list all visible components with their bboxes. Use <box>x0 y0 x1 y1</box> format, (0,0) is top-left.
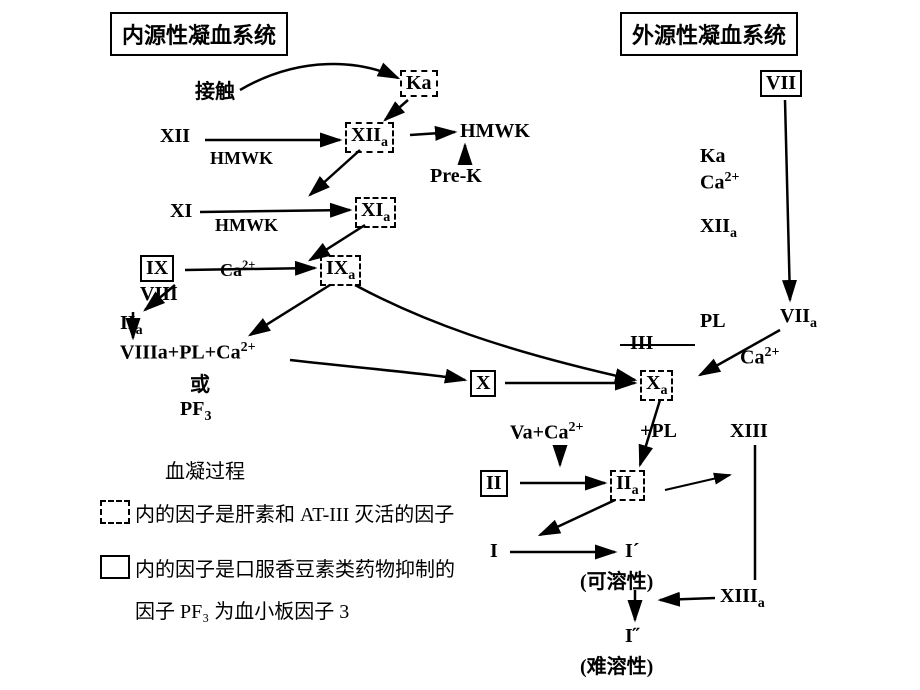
label-ka-ext: Ka <box>700 145 726 168</box>
text-ii: II <box>486 472 502 494</box>
label-viia: VIIa <box>780 305 817 332</box>
label-iii: III <box>630 332 653 355</box>
label-xiii: XIII <box>730 420 768 443</box>
label-idprime: I˝ <box>625 625 639 648</box>
label-xii: XII <box>160 125 190 148</box>
title-intrinsic: 内源性凝血系统 <box>110 12 288 56</box>
label-hmwk-2: HMWK <box>460 120 530 143</box>
box-ix: IX <box>140 255 174 282</box>
box-xa: Xa <box>640 370 673 401</box>
label-i: I <box>490 540 498 563</box>
label-pluspl: +PL <box>640 420 677 443</box>
label-xi: XI <box>170 200 192 223</box>
box-iia: IIa <box>610 470 645 501</box>
legend-solid-text: 内的因子是口服香豆素类药物抑制的 <box>135 553 455 582</box>
box-ii: II <box>480 470 508 497</box>
label-hmwk-3: HMWK <box>215 215 278 236</box>
label-viii: VIII <box>140 283 178 306</box>
text-ix: IX <box>146 257 168 279</box>
diagram-canvas: 内源性凝血系统 外源性凝血系统 接触 Ka XII HMWK XIIa HMWK… <box>0 0 920 690</box>
box-xia: XIa <box>355 197 396 228</box>
text-xa: X <box>646 372 660 394</box>
label-pf3: PF3 <box>180 398 211 425</box>
label-prek: Pre-K <box>430 165 482 188</box>
legend-process: 血凝过程 <box>165 455 245 484</box>
label-ca2-ext: Ca2+ <box>700 170 739 195</box>
text-iia: II <box>616 472 632 494</box>
label-ca2-2: Ca2+ <box>740 345 779 370</box>
text-xiia: XII <box>351 124 381 146</box>
label-vaca: Va+Ca2+ <box>510 420 583 445</box>
label-or: 或 <box>190 368 210 397</box>
legend-solid-icon <box>100 555 130 579</box>
label-xiia-ext: XIIa <box>700 215 737 242</box>
label-hmwk-1: HMWK <box>210 148 273 169</box>
label-xiiia: XIIIa <box>720 585 765 612</box>
label-insoluble: (难溶性) <box>580 650 653 679</box>
label-iprime: I´ <box>625 540 639 563</box>
box-ka: Ka <box>400 70 438 97</box>
text-x: X <box>476 372 490 394</box>
box-vii: VII <box>760 70 802 97</box>
text-ixa: IX <box>326 257 348 279</box>
legend-dashed-text: 内的因子是肝素和 AT-III 灭活的因子 <box>135 498 454 527</box>
text-ka: Ka <box>406 72 432 94</box>
box-ixa: IXa <box>320 255 361 286</box>
label-contact: 接触 <box>195 75 235 104</box>
box-x: X <box>470 370 496 397</box>
label-pl: PL <box>700 310 726 333</box>
label-ca2-1: Ca2+ <box>220 258 255 281</box>
label-soluble: (可溶性) <box>580 565 653 594</box>
title-extrinsic: 外源性凝血系统 <box>620 12 798 56</box>
label-viiia: VIIIa+PL+Ca2+ <box>120 340 256 365</box>
text-vii: VII <box>766 72 796 94</box>
legend-dashed-icon <box>100 500 130 524</box>
label-iia-small: IIa <box>120 312 143 339</box>
legend-pf3: 因子 PF₃ 为血小板因子 3 <box>135 595 349 624</box>
box-xiia: XIIa <box>345 122 394 153</box>
text-xia: XI <box>361 199 383 221</box>
